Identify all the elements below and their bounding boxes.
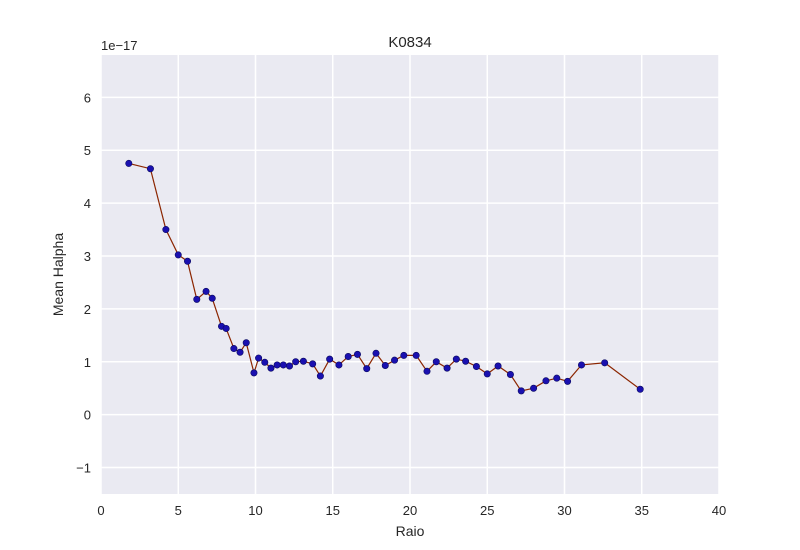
data-point xyxy=(372,349,380,357)
data-point xyxy=(222,324,230,332)
x-tick-label: 5 xyxy=(175,503,182,518)
data-point xyxy=(344,352,352,360)
data-point xyxy=(326,355,334,363)
data-point xyxy=(472,363,480,371)
data-point xyxy=(636,385,644,393)
x-tick-label: 25 xyxy=(480,503,494,518)
x-tick-label: 40 xyxy=(712,503,726,518)
data-point xyxy=(577,361,585,369)
data-point xyxy=(309,360,317,368)
data-point xyxy=(267,364,275,372)
x-tick-label: 10 xyxy=(248,503,262,518)
data-point xyxy=(564,377,572,385)
data-point xyxy=(273,361,281,369)
data-point xyxy=(255,354,263,362)
data-point xyxy=(335,361,343,369)
data-point xyxy=(316,372,324,380)
data-point xyxy=(250,369,258,377)
y-tick-label: 6 xyxy=(84,90,91,105)
data-point xyxy=(202,287,210,295)
data-point xyxy=(236,348,244,356)
data-point xyxy=(542,377,550,385)
y-axis-label: Mean Halpha xyxy=(50,233,66,316)
y-axis-ticks: −1 0 1 2 3 4 5 6 xyxy=(76,90,91,475)
data-point xyxy=(462,357,470,365)
data-series xyxy=(125,159,644,395)
x-axis-label: Raio xyxy=(396,523,425,539)
chart-title: K0834 xyxy=(388,34,431,51)
x-axis-ticks: 0 5 10 15 20 25 30 35 40 xyxy=(97,503,726,518)
x-tick-label: 0 xyxy=(97,503,104,518)
data-point xyxy=(363,365,371,373)
data-point xyxy=(412,351,420,359)
data-point xyxy=(146,165,154,173)
y-tick-label: 2 xyxy=(84,302,91,317)
data-point xyxy=(242,339,250,347)
data-point xyxy=(174,251,182,259)
data-point xyxy=(381,361,389,369)
y-tick-label: 1 xyxy=(84,355,91,370)
data-point xyxy=(193,295,201,303)
data-point xyxy=(452,355,460,363)
data-point xyxy=(506,370,514,378)
data-point xyxy=(553,374,561,382)
data-point xyxy=(162,226,170,234)
y-tick-label: −1 xyxy=(76,461,91,476)
x-tick-label: 30 xyxy=(557,503,571,518)
data-point xyxy=(184,257,192,265)
data-point xyxy=(432,358,440,366)
y-axis-offset-label: 1e−17 xyxy=(101,38,138,53)
data-point xyxy=(261,358,269,366)
data-point xyxy=(292,358,300,366)
y-tick-label: 3 xyxy=(84,249,91,264)
y-tick-label: 0 xyxy=(84,408,91,423)
data-point xyxy=(494,362,502,370)
x-tick-label: 20 xyxy=(403,503,417,518)
data-point xyxy=(423,367,431,375)
data-point xyxy=(483,370,491,378)
data-point xyxy=(285,362,293,370)
data-point xyxy=(208,294,216,302)
data-point xyxy=(443,364,451,372)
data-point xyxy=(299,357,307,365)
data-point xyxy=(400,351,408,359)
x-tick-label: 35 xyxy=(635,503,649,518)
data-point xyxy=(353,350,361,358)
data-point xyxy=(601,359,609,367)
y-tick-label: 5 xyxy=(84,143,91,158)
data-point xyxy=(230,345,238,353)
data-point xyxy=(391,356,399,364)
data-point xyxy=(530,384,538,392)
data-point xyxy=(279,361,287,369)
y-tick-label: 4 xyxy=(84,196,91,211)
x-tick-label: 15 xyxy=(326,503,340,518)
gridlines xyxy=(100,55,720,494)
data-point xyxy=(125,159,133,167)
data-point xyxy=(517,387,525,395)
